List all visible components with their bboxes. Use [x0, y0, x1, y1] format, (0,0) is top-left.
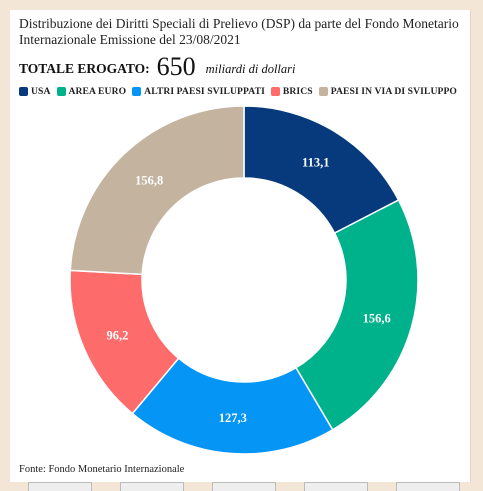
chart-title: Distribuzione dei Diritti Speciali di Pr… [19, 16, 459, 47]
slice-label-paesi-in-via-di-sviluppo: 156,8 [135, 173, 163, 187]
total-unit: miliardi di dollari [205, 62, 296, 76]
legend-swatch [19, 87, 28, 96]
bottom-tab[interactable] [120, 482, 184, 491]
total-label: TOTALE EROGATO: [19, 61, 150, 76]
chart-card: Distribuzione dei Diritti Speciali di Pr… [10, 10, 471, 482]
bottom-tab[interactable] [28, 482, 92, 491]
legend-swatch [318, 87, 328, 96]
slice-label-altri-paesi-sviluppati: 127,3 [219, 411, 247, 425]
legend-label: BRICS [282, 86, 313, 97]
bottom-tab[interactable] [396, 482, 460, 491]
legend-swatch [132, 87, 142, 96]
legend-label: AREA EURO [68, 86, 127, 97]
chart-legend: USA AREA EURO ALTRI PAESI SVILUPPATI BRICS P… [19, 86, 463, 97]
legend-item-altri-paesi-sviluppati: ALTRI PAESI SVILUPPATI [132, 86, 265, 97]
legend-swatch [270, 87, 280, 96]
slice-label-area-euro: 156,6 [363, 312, 391, 326]
total-line: TOTALE EROGATO: 650 miliardi di dollari [19, 52, 295, 82]
slice-label-usa: 113,1 [302, 156, 329, 170]
bottom-tab[interactable] [304, 482, 368, 491]
legend-item-paesi-in-via-di-sviluppo: PAESI IN VIA DI SVILUPPO [318, 86, 457, 97]
legend-item-usa: USA [19, 86, 51, 97]
slice-altri-paesi-sviluppati [131, 357, 334, 455]
slice-area-euro [294, 199, 419, 431]
bottom-tab[interactable] [212, 482, 276, 491]
slice-paesi-in-via-di-sviluppo [69, 105, 245, 276]
total-value: 650 [156, 52, 196, 81]
legend-label: USA [31, 86, 51, 97]
source-note: Fonte: Fondo Monetario Internazionale [19, 464, 185, 475]
legend-swatch [56, 87, 66, 96]
legend-label: ALTRI PAESI SVILUPPATI [144, 86, 265, 97]
legend-item-area-euro: AREA EURO [56, 86, 127, 97]
donut-chart: 113,1 156,6 127,3 96,2 156,8 [69, 105, 419, 455]
bottom-tab-strip [0, 482, 483, 491]
slice-label-brics: 96,2 [106, 328, 128, 342]
legend-label: PAESI IN VIA DI SVILUPPO [330, 86, 457, 97]
legend-item-brics: BRICS [270, 86, 313, 97]
